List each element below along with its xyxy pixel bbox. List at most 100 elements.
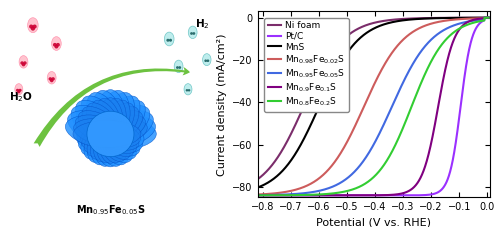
- Pt/C: [482, 16, 488, 19]
- Circle shape: [56, 43, 60, 47]
- Mn$_{0.9}$Fe$_{0.1}$S: [362, 194, 368, 197]
- Ellipse shape: [52, 37, 61, 50]
- Line: Mn$_{0.9}$Fe$_{0.1}$S: Mn$_{0.9}$Fe$_{0.1}$S: [249, 18, 488, 195]
- Mn$_{0.98}$Fe$_{0.02}$S: [246, 193, 252, 196]
- Ellipse shape: [188, 26, 197, 39]
- Mn$_{0.95}$Fe$_{0.05}$S: [486, 16, 492, 19]
- Line: Pt/C: Pt/C: [249, 18, 488, 195]
- Circle shape: [176, 66, 179, 69]
- Mn$_{0.95}$Fe$_{0.05}$S: [478, 18, 484, 21]
- Circle shape: [192, 32, 196, 35]
- Ellipse shape: [82, 106, 134, 157]
- Mn$_{0.8}$Fe$_{0.2}$S: [356, 185, 362, 188]
- Mn$_{0.9}$Fe$_{0.1}$S: [482, 16, 488, 19]
- Line: Mn$_{0.98}$Fe$_{0.02}$S: Mn$_{0.98}$Fe$_{0.02}$S: [249, 18, 488, 195]
- Ellipse shape: [94, 100, 130, 162]
- Mn$_{0.8}$Fe$_{0.2}$S: [478, 20, 484, 22]
- Ellipse shape: [28, 18, 38, 33]
- Pt/C: [246, 194, 252, 197]
- Mn$_{0.9}$Fe$_{0.1}$S: [434, 108, 440, 111]
- Mn$_{0.8}$Fe$_{0.2}$S: [362, 182, 368, 185]
- Pt/C: [478, 20, 484, 23]
- Ni foam: [478, 16, 484, 19]
- Mn$_{0.8}$Fe$_{0.2}$S: [478, 20, 484, 22]
- Ni foam: [356, 27, 362, 30]
- Mn$_{0.8}$Fe$_{0.2}$S: [434, 49, 440, 52]
- Mn$_{0.98}$Fe$_{0.02}$S: [486, 16, 492, 19]
- Ellipse shape: [86, 103, 130, 159]
- Mn$_{0.95}$Fe$_{0.05}$S: [356, 165, 362, 168]
- MnS: [478, 16, 484, 19]
- Ellipse shape: [96, 98, 124, 163]
- MnS: [478, 16, 484, 19]
- Ellipse shape: [91, 92, 134, 165]
- Ellipse shape: [91, 90, 128, 166]
- Circle shape: [17, 90, 20, 93]
- Mn$_{0.8}$Fe$_{0.2}$S: [258, 194, 264, 197]
- Text: H$_2$O: H$_2$O: [10, 90, 34, 104]
- Circle shape: [166, 39, 170, 42]
- Mn$_{0.9}$Fe$_{0.1}$S: [478, 17, 484, 20]
- Ellipse shape: [76, 100, 137, 160]
- Line: Ni foam: Ni foam: [249, 18, 488, 185]
- Ellipse shape: [71, 105, 140, 156]
- Circle shape: [16, 89, 19, 92]
- Mn$_{0.95}$Fe$_{0.05}$S: [362, 157, 368, 159]
- Circle shape: [204, 59, 207, 62]
- Mn$_{0.8}$Fe$_{0.2}$S: [482, 16, 488, 19]
- Mn$_{0.98}$Fe$_{0.02}$S: [434, 21, 440, 23]
- Ni foam: [482, 16, 488, 19]
- Line: Mn$_{0.95}$Fe$_{0.05}$S: Mn$_{0.95}$Fe$_{0.05}$S: [249, 18, 488, 195]
- Ellipse shape: [90, 103, 134, 159]
- Pt/C: [362, 194, 368, 197]
- Circle shape: [169, 39, 172, 42]
- Mn$_{0.98}$Fe$_{0.02}$S: [478, 17, 484, 20]
- Circle shape: [50, 79, 53, 82]
- Ellipse shape: [202, 54, 211, 66]
- Mn$_{0.95}$Fe$_{0.05}$S: [478, 18, 484, 21]
- Circle shape: [23, 61, 26, 65]
- Pt/C: [478, 20, 484, 23]
- Circle shape: [190, 32, 193, 35]
- Ellipse shape: [84, 111, 142, 153]
- Circle shape: [53, 43, 57, 47]
- Circle shape: [22, 63, 26, 66]
- Ellipse shape: [15, 84, 23, 95]
- FancyArrowPatch shape: [34, 67, 190, 147]
- Ellipse shape: [86, 92, 130, 165]
- Ni foam: [258, 175, 264, 178]
- Ellipse shape: [76, 115, 139, 150]
- MnS: [362, 32, 368, 35]
- Ellipse shape: [78, 111, 154, 153]
- Ni foam: [246, 183, 252, 186]
- Ellipse shape: [87, 106, 139, 157]
- Circle shape: [32, 25, 36, 29]
- Text: H$_2$: H$_2$: [195, 17, 210, 31]
- MnS: [482, 16, 488, 19]
- Ellipse shape: [48, 72, 56, 84]
- Circle shape: [178, 66, 181, 69]
- Ellipse shape: [164, 32, 174, 46]
- Circle shape: [206, 59, 210, 62]
- Ellipse shape: [96, 98, 126, 163]
- Mn$_{0.9}$Fe$_{0.1}$S: [246, 194, 252, 197]
- Mn$_{0.95}$Fe$_{0.05}$S: [482, 16, 488, 19]
- Ni foam: [434, 17, 440, 19]
- MnS: [258, 185, 264, 187]
- X-axis label: Potential (V vs. RHE): Potential (V vs. RHE): [316, 218, 431, 227]
- Ellipse shape: [81, 105, 150, 156]
- Ellipse shape: [80, 118, 148, 148]
- Mn$_{0.95}$Fe$_{0.05}$S: [246, 194, 252, 197]
- Line: MnS: MnS: [249, 18, 488, 190]
- Mn$_{0.98}$Fe$_{0.02}$S: [362, 102, 368, 104]
- Ellipse shape: [19, 56, 28, 68]
- Mn$_{0.9}$Fe$_{0.1}$S: [478, 17, 484, 20]
- Circle shape: [31, 27, 35, 31]
- Circle shape: [186, 89, 188, 91]
- Circle shape: [54, 45, 58, 49]
- Mn$_{0.9}$Fe$_{0.1}$S: [486, 16, 492, 19]
- Mn$_{0.98}$Fe$_{0.02}$S: [258, 193, 264, 196]
- Mn$_{0.98}$Fe$_{0.02}$S: [482, 16, 488, 19]
- Mn$_{0.98}$Fe$_{0.02}$S: [478, 17, 484, 20]
- Pt/C: [434, 191, 440, 194]
